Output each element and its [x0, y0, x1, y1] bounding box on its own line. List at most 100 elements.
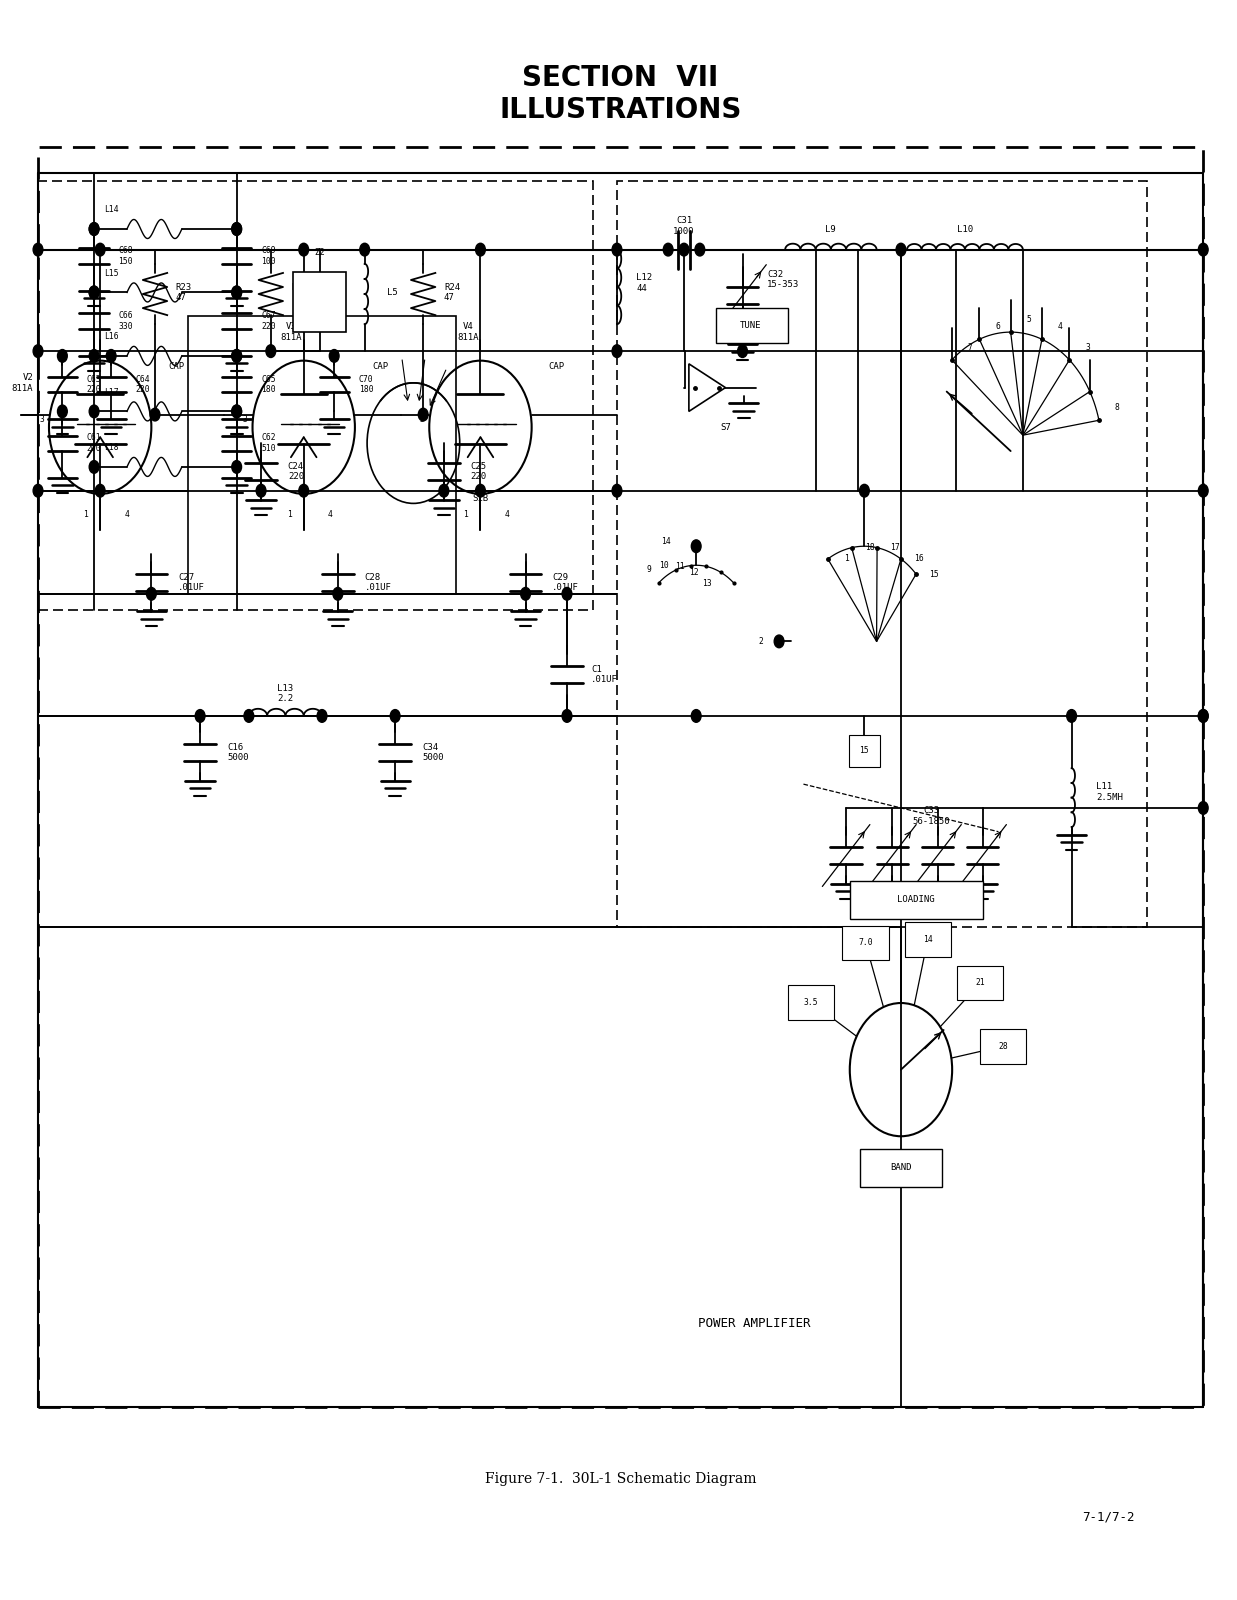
Text: CAP: CAP [168, 363, 184, 371]
Circle shape [1199, 709, 1209, 722]
Text: 9: 9 [647, 565, 652, 574]
Text: SECTION  VII: SECTION VII [522, 64, 719, 93]
Circle shape [244, 709, 254, 722]
Text: CAP: CAP [549, 363, 565, 371]
Text: C63
220: C63 220 [87, 374, 101, 394]
FancyBboxPatch shape [788, 984, 835, 1019]
FancyBboxPatch shape [957, 965, 1003, 1000]
Circle shape [299, 243, 308, 256]
Circle shape [95, 485, 105, 498]
Text: 11: 11 [674, 562, 684, 571]
Circle shape [231, 405, 241, 418]
Circle shape [33, 344, 43, 357]
Text: C34
5000: C34 5000 [422, 742, 443, 762]
Text: 18: 18 [865, 542, 875, 552]
Text: 1: 1 [83, 510, 88, 518]
Text: C66
330: C66 330 [119, 312, 134, 331]
Circle shape [896, 243, 905, 256]
Text: ILLUSTRATIONS: ILLUSTRATIONS [500, 96, 742, 125]
Bar [293, 272, 346, 333]
Text: 10: 10 [659, 562, 669, 570]
Text: C32
15-353: C32 15-353 [767, 270, 799, 290]
Circle shape [691, 539, 701, 552]
Text: R23
47: R23 47 [176, 283, 192, 302]
Circle shape [89, 461, 99, 474]
Text: 5: 5 [1027, 315, 1032, 323]
Text: 14: 14 [661, 538, 670, 546]
Text: C33
56-1850: C33 56-1850 [913, 806, 950, 826]
Circle shape [89, 222, 99, 235]
Circle shape [231, 461, 241, 474]
Text: L14: L14 [104, 205, 119, 214]
Text: 3: 3 [1085, 342, 1090, 352]
Text: 14: 14 [923, 934, 933, 944]
Text: 3.5: 3.5 [804, 998, 819, 1006]
Circle shape [231, 349, 241, 362]
Text: V4
811A: V4 811A [458, 322, 479, 342]
Text: 1: 1 [287, 510, 292, 518]
Text: V3
811A: V3 811A [281, 322, 302, 342]
Text: Figure 7-1.  30L-1 Schematic Diagram: Figure 7-1. 30L-1 Schematic Diagram [485, 1472, 756, 1486]
Circle shape [231, 222, 241, 235]
Text: C70
180: C70 180 [359, 374, 374, 394]
Text: 17: 17 [891, 542, 901, 552]
Text: C31
1000: C31 1000 [673, 216, 695, 235]
Circle shape [521, 587, 531, 600]
Circle shape [89, 222, 99, 235]
Circle shape [195, 709, 205, 722]
FancyBboxPatch shape [849, 734, 881, 766]
Text: C69
100: C69 100 [261, 246, 276, 266]
Circle shape [231, 286, 241, 299]
FancyBboxPatch shape [980, 1029, 1027, 1064]
Text: C64
220: C64 220 [136, 374, 150, 394]
Circle shape [89, 349, 99, 362]
Text: 16: 16 [914, 555, 924, 563]
Text: 21: 21 [976, 979, 985, 987]
Text: 28: 28 [998, 1042, 1008, 1051]
Text: C61
200: C61 200 [87, 434, 101, 453]
Circle shape [691, 709, 701, 722]
Circle shape [475, 485, 485, 498]
Text: L11
2.5MH: L11 2.5MH [1096, 782, 1123, 802]
FancyBboxPatch shape [860, 1149, 943, 1187]
Circle shape [150, 408, 160, 421]
Bar [38, 147, 1204, 1408]
Text: R26
100: R26 100 [292, 283, 308, 302]
Text: L18: L18 [104, 443, 119, 453]
Text: 1: 1 [844, 555, 849, 563]
Text: L9: L9 [825, 224, 836, 234]
Text: C68
150: C68 150 [119, 246, 134, 266]
Text: C24
220: C24 220 [288, 462, 304, 482]
Text: POWER AMPLIFIER: POWER AMPLIFIER [699, 1317, 811, 1330]
Circle shape [679, 243, 689, 256]
Circle shape [1199, 485, 1209, 498]
Circle shape [329, 349, 339, 362]
Text: L10: L10 [957, 224, 974, 234]
Text: 7: 7 [967, 342, 972, 352]
Text: C1
.01UF: C1 .01UF [591, 666, 618, 685]
Text: 15: 15 [929, 570, 939, 579]
Circle shape [89, 286, 99, 299]
Circle shape [1066, 709, 1076, 722]
Text: 1: 1 [464, 510, 469, 518]
Text: Z2: Z2 [314, 248, 325, 258]
Circle shape [33, 485, 43, 498]
Text: CAP: CAP [372, 363, 388, 371]
Text: 7.0: 7.0 [858, 939, 873, 947]
Circle shape [231, 405, 241, 418]
Circle shape [231, 349, 241, 362]
FancyBboxPatch shape [716, 309, 788, 344]
Bar [188, 317, 456, 594]
Circle shape [146, 587, 156, 600]
Circle shape [106, 349, 116, 362]
Text: 4: 4 [125, 510, 130, 518]
Text: 6: 6 [996, 322, 999, 331]
Text: S4: S4 [896, 1157, 907, 1166]
Text: L5: L5 [387, 288, 397, 298]
Text: C65
180: C65 180 [261, 374, 276, 394]
Text: C27
.01UF: C27 .01UF [178, 573, 205, 592]
Circle shape [695, 243, 705, 256]
Circle shape [1199, 709, 1209, 722]
Text: 3: 3 [242, 414, 247, 424]
Circle shape [612, 485, 622, 498]
